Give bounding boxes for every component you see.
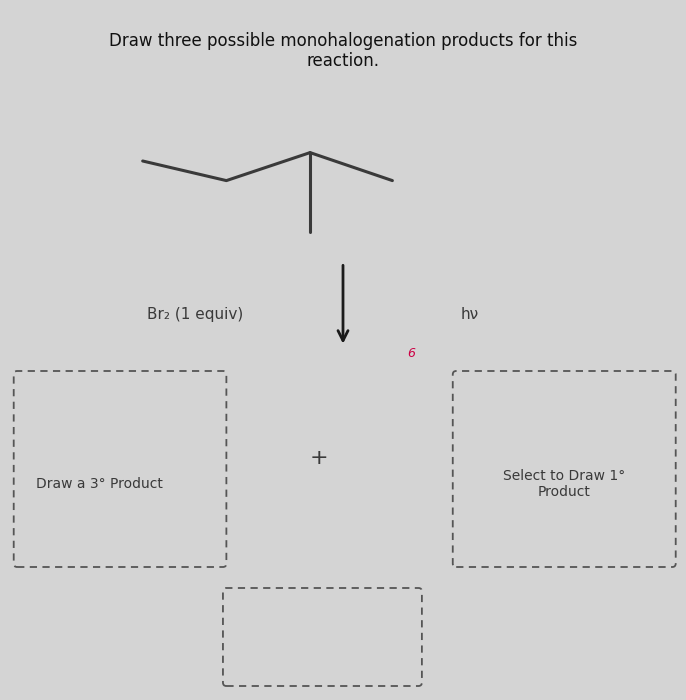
Text: +: + — [309, 449, 329, 468]
Text: Select to Draw 1°
Product: Select to Draw 1° Product — [503, 469, 626, 499]
Text: Br₂ (1 equiv): Br₂ (1 equiv) — [147, 307, 244, 323]
Text: hν: hν — [461, 307, 479, 323]
Text: Draw a 3° Product: Draw a 3° Product — [36, 477, 163, 491]
Text: 6: 6 — [407, 347, 416, 360]
Text: Draw three possible monohalogenation products for this
reaction.: Draw three possible monohalogenation pro… — [109, 32, 577, 70]
